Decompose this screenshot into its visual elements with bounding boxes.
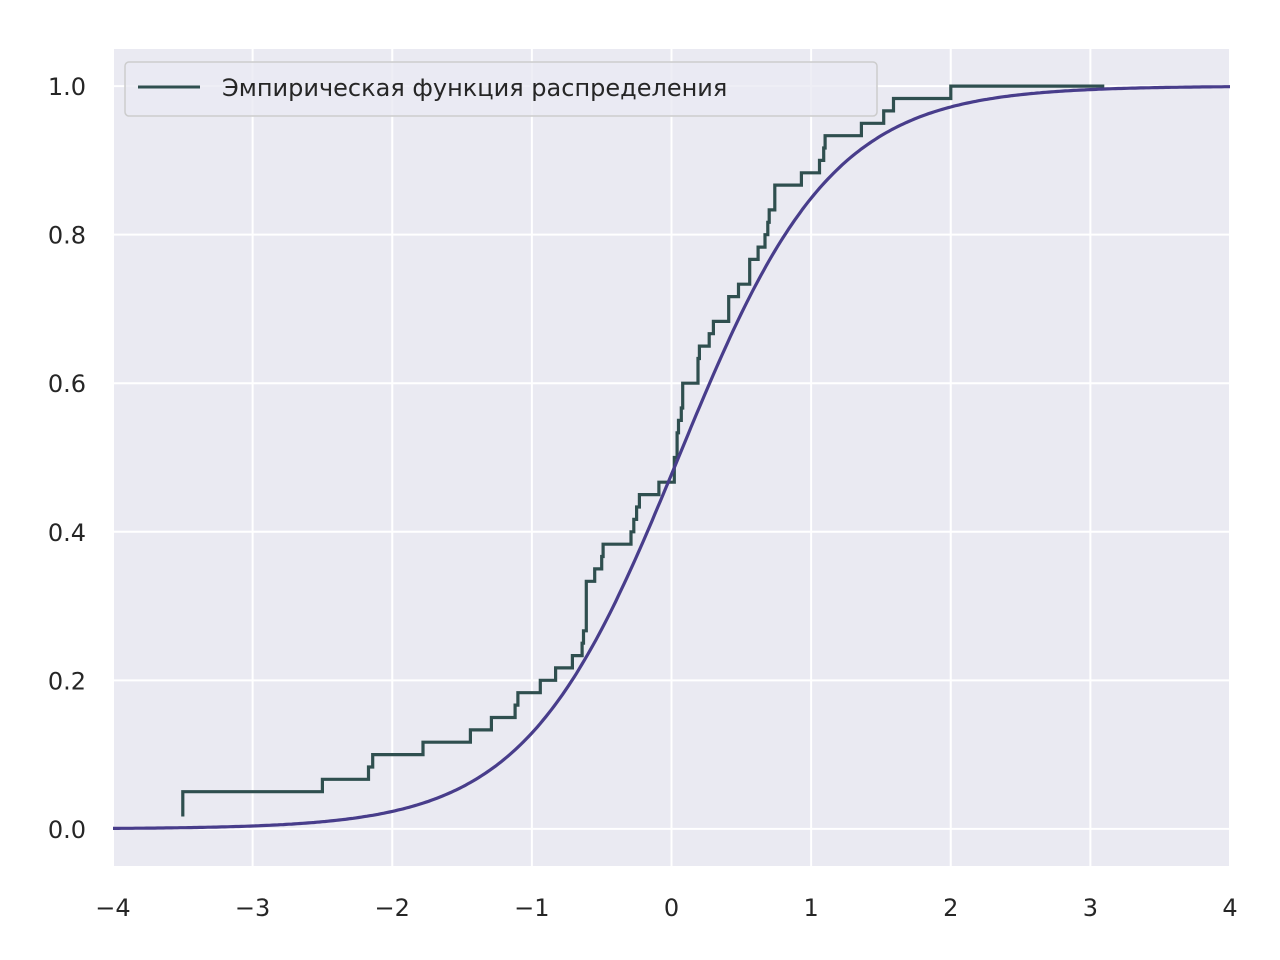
legend-label-empirical: Эмпирическая функция распределения — [222, 74, 727, 102]
x-tick-label-2: −2 — [375, 894, 410, 922]
x-tick-label-5: 1 — [803, 894, 818, 922]
y-tick-label-4: 0.8 — [48, 222, 86, 250]
x-tick-label-7: 3 — [1083, 894, 1098, 922]
x-tick-label-4: 0 — [664, 894, 679, 922]
series-theoretical-cdf — [113, 85, 1230, 830]
y-tick-label-2: 0.4 — [48, 519, 86, 547]
y-tick-label-3: 0.6 — [48, 370, 86, 398]
x-tick-label-8: 4 — [1222, 894, 1237, 922]
legend-box — [124, 61, 878, 117]
y-tick-label-1: 0.2 — [48, 667, 86, 695]
x-tick-label-1: −3 — [235, 894, 270, 922]
x-tick-label-0: −4 — [95, 894, 130, 922]
x-axis-ticks: −4 −3 −2 −1 0 1 2 3 4 — [95, 894, 1237, 922]
y-tick-label-0: 0.0 — [48, 816, 86, 844]
series-layer — [113, 84, 1230, 830]
x-tick-label-6: 2 — [943, 894, 958, 922]
y-tick-label-5: 1.0 — [48, 73, 86, 101]
legend: Эмпирическая функция распределения — [124, 61, 878, 117]
x-tick-label-3: −1 — [514, 894, 549, 922]
y-axis-ticks: 0.0 0.2 0.4 0.6 0.8 1.0 — [48, 73, 86, 844]
